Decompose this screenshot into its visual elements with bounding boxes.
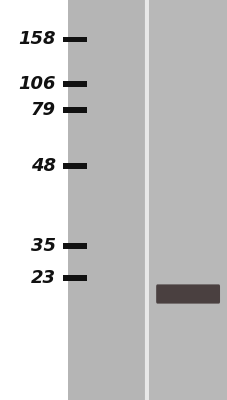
Text: 23: 23 — [31, 269, 56, 287]
Bar — [62, 163, 86, 169]
Text: 158: 158 — [18, 30, 56, 48]
Bar — [68, 0, 227, 400]
Text: 79: 79 — [31, 101, 56, 119]
Bar — [62, 107, 86, 112]
Text: 35: 35 — [31, 237, 56, 255]
Bar — [68, 0, 143, 400]
Text: 106: 106 — [18, 75, 56, 93]
Bar — [62, 275, 86, 281]
Text: 48: 48 — [31, 157, 56, 175]
Bar — [144, 0, 148, 400]
Bar — [62, 243, 86, 248]
Bar — [62, 36, 86, 42]
Bar — [148, 0, 227, 400]
Bar — [62, 81, 86, 86]
FancyBboxPatch shape — [155, 284, 219, 304]
